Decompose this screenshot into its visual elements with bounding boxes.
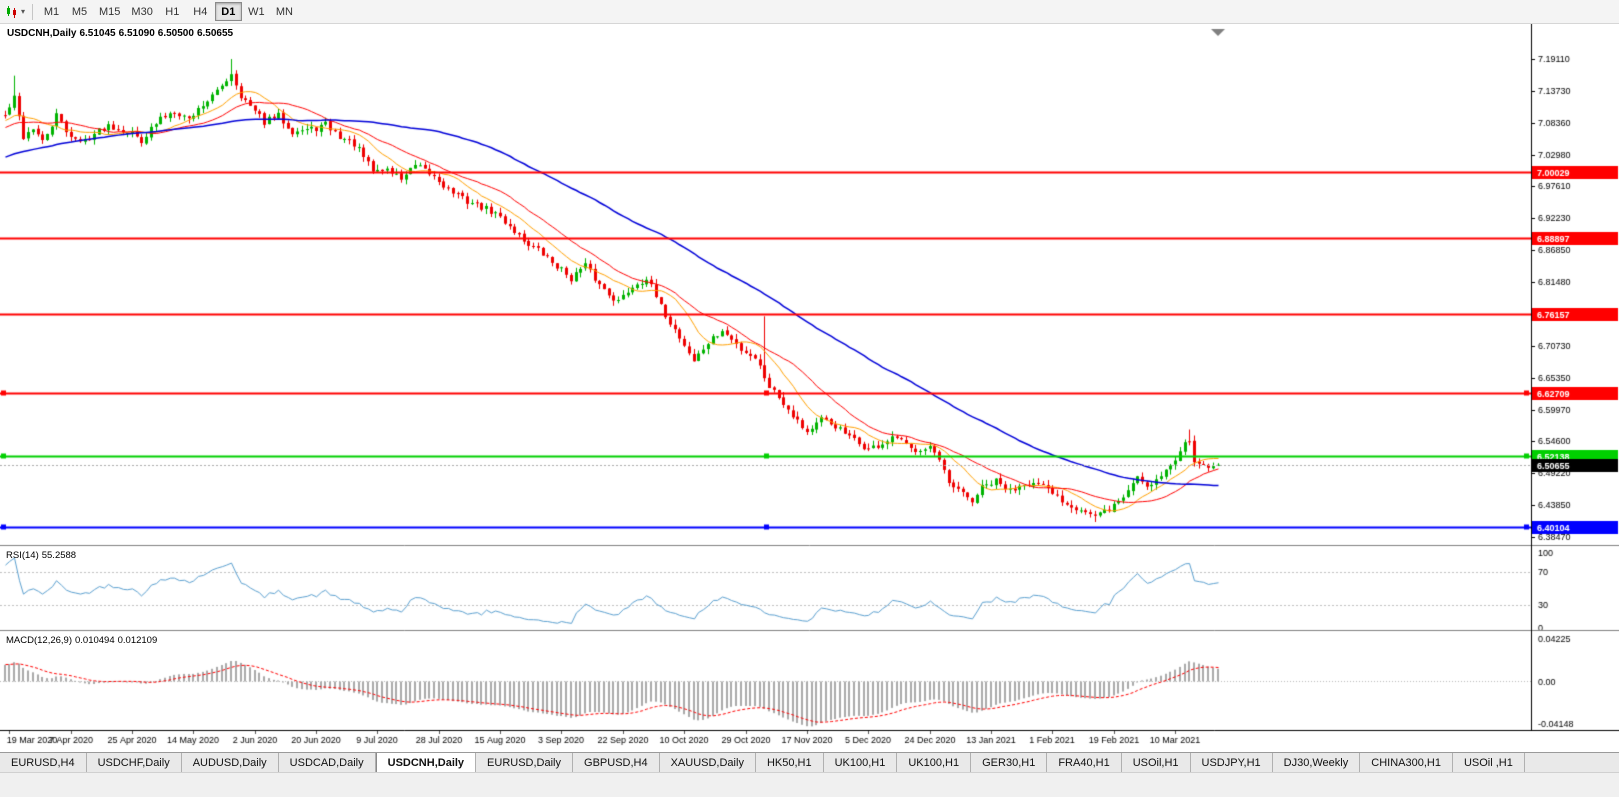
chart-tab-usdchf-daily[interactable]: USDCHF,Daily [86, 753, 182, 772]
timeframe-button-mn[interactable]: MN [275, 5, 293, 18]
chart-tab-usoil-h1[interactable]: USOil ,H1 [1452, 753, 1525, 772]
price-chart-canvas[interactable] [0, 24, 1619, 752]
chart-tab-ger30-h1[interactable]: GER30,H1 [971, 753, 1048, 772]
chart-tab-dj30-weekly[interactable]: DJ30,Weekly [1272, 753, 1361, 772]
chart-tab-usdjpy-h1[interactable]: USDJPY,H1 [1190, 753, 1273, 772]
timeframe-toolbar: ▾ M1 M5 M15 M30 H1 H4 D1 W1 MN [0, 0, 1619, 24]
chart-tab-usdcad-daily[interactable]: USDCAD,Daily [278, 753, 376, 772]
candlestick-glyph [7, 5, 16, 18]
chart-tab-uk100-h1[interactable]: UK100,H1 [897, 753, 972, 772]
chart-tab-fra40-h1[interactable]: FRA40,H1 [1047, 753, 1122, 772]
timeframe-button-m5[interactable]: M5 [71, 5, 88, 18]
chart-tab-uk100-h1[interactable]: UK100,H1 [823, 753, 898, 772]
chart-tab-china300-h1[interactable]: CHINA300,H1 [1360, 753, 1453, 772]
status-strip [0, 772, 1619, 797]
chart-area: USDCNH,Daily 6.51045 6.51090 6.50500 6.50655… [0, 24, 1619, 752]
timeframe-button-m15[interactable]: M15 [99, 5, 121, 18]
chart-tabs-bar: EURUSD,H4 USDCHF,Daily AUDUSD,Daily USDCAD,… [0, 752, 1619, 772]
chart-tab-eurusd-h4[interactable]: EURUSD,H4 [0, 753, 87, 772]
chart-tab-xauusd-daily[interactable]: XAUUSD,Daily [659, 753, 756, 772]
timeframe-button-h4[interactable]: H4 [193, 5, 208, 18]
chart-type-icon[interactable] [3, 3, 21, 21]
toolbar-separator [32, 3, 34, 20]
timeframe-button-m30[interactable]: M30 [131, 5, 153, 18]
timeframe-button-m1[interactable]: M1 [43, 5, 60, 18]
chart-tab-audusd-daily[interactable]: AUDUSD,Daily [181, 753, 279, 772]
chevron-down-icon[interactable]: ▾ [21, 7, 26, 16]
chart-tab-hk50-h1[interactable]: HK50,H1 [755, 753, 824, 772]
chart-tab-usoil-h1[interactable]: USOil,H1 [1121, 753, 1191, 772]
chart-tab-gbpusd-h4[interactable]: GBPUSD,H4 [573, 753, 660, 772]
chart-tab-eurusd-daily[interactable]: EURUSD,Daily [476, 753, 574, 772]
timeframe-button-d1[interactable]: D1 [214, 2, 242, 21]
chart-tab-usdcnh-daily[interactable]: USDCNH,Daily [375, 753, 477, 772]
timeframe-button-w1[interactable]: W1 [248, 5, 265, 18]
timeframe-button-h1[interactable]: H1 [165, 5, 180, 18]
timeframe-buttons: M1 M5 M15 M30 H1 H4 D1 W1 MN [38, 2, 298, 21]
